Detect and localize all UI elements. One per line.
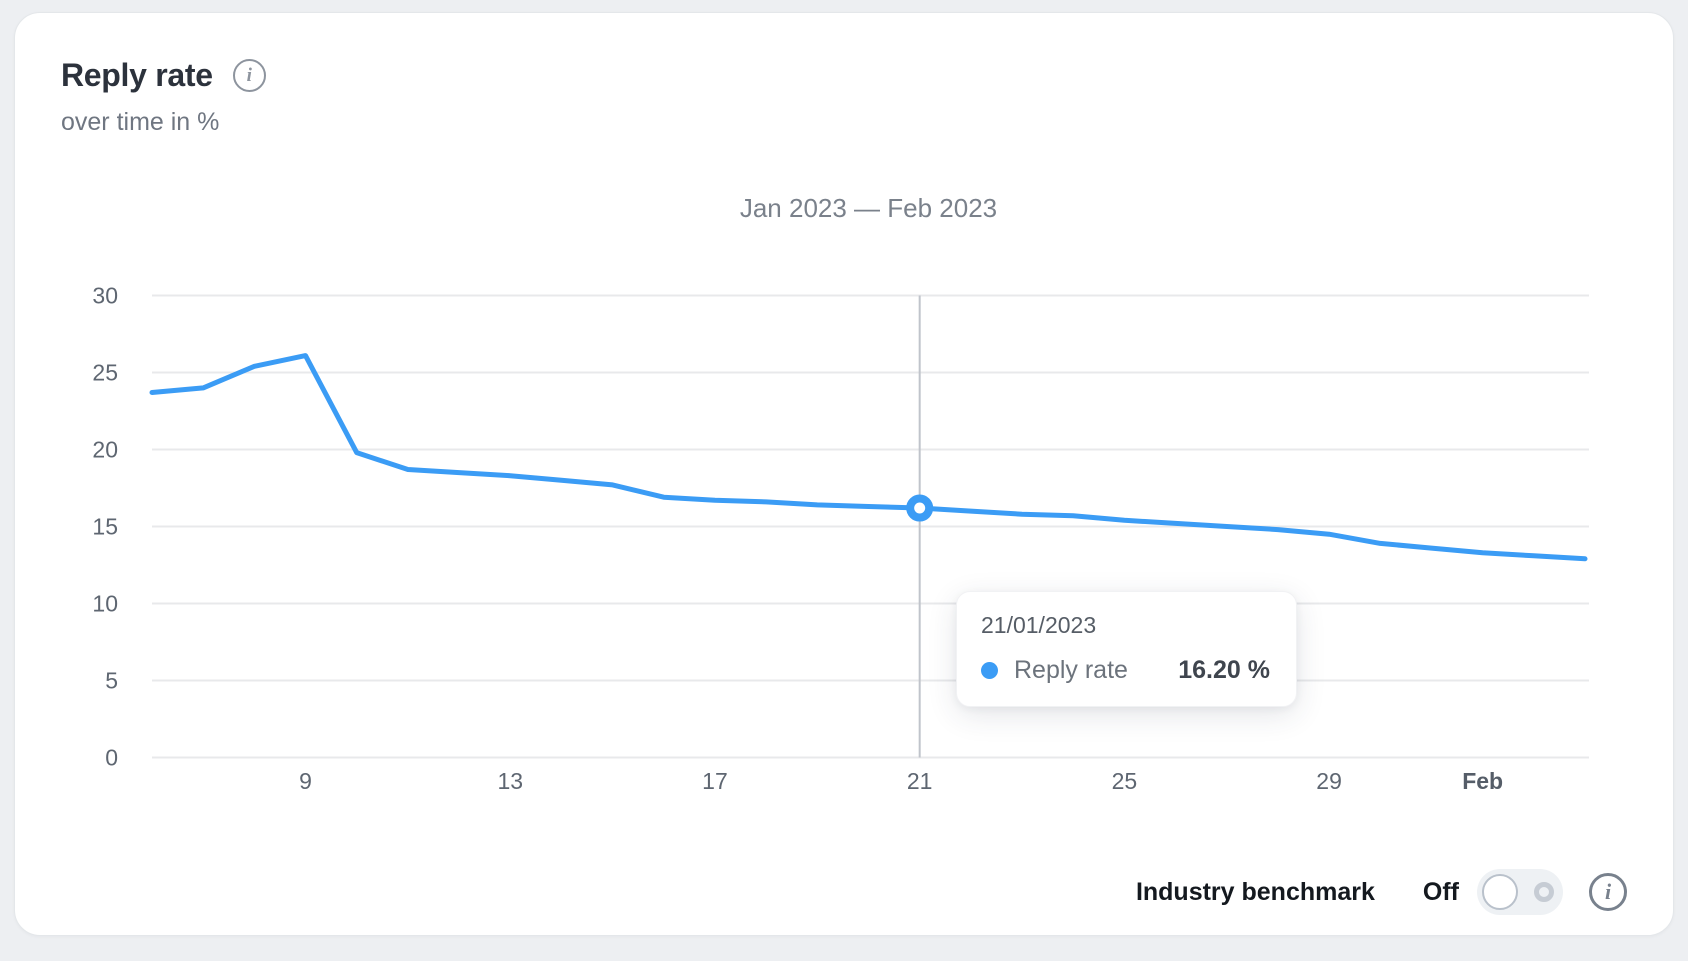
selected-point-marker[interactable]: [906, 494, 934, 522]
y-axis-label: 15: [92, 514, 118, 540]
reply-rate-line: [149, 353, 1588, 562]
y-axis-label: 30: [92, 283, 118, 309]
tooltip-value: 16.20 %: [1178, 656, 1270, 684]
x-axis-label: 29: [1316, 768, 1342, 794]
reply-rate-card: Reply rate i over time in % Jan 2023 — F…: [14, 12, 1674, 936]
tooltip-date: 21/01/2023: [981, 612, 1097, 638]
tooltip-row: Reply rate 16.20 %: [981, 656, 1270, 685]
card-header: Reply rate i over time in %: [61, 57, 266, 137]
series-dot-icon: [981, 662, 998, 679]
toggle-knob[interactable]: [1482, 874, 1518, 910]
y-axis-label: 5: [105, 668, 118, 694]
benchmark-toggle[interactable]: [1477, 869, 1563, 915]
chart-tooltip: 21/01/2023 Reply rate 16.20 %: [956, 591, 1297, 707]
benchmark-state-label: Off: [1422, 877, 1459, 906]
reply-rate-chart: 0 5 10 15 20 25 30 9 13 17 21 25 29 Feb: [92, 283, 1589, 794]
benchmark-row: Industry benchmark Off i: [1136, 869, 1627, 915]
toggle-off-ring-icon: [1534, 882, 1554, 902]
y-axis-label: 0: [105, 745, 118, 771]
x-axis-label: Feb: [1462, 768, 1503, 794]
info-icon[interactable]: i: [232, 59, 266, 92]
x-axis-label: 9: [299, 768, 312, 794]
y-axis-label: 10: [92, 591, 118, 617]
benchmark-info-icon[interactable]: i: [1589, 873, 1627, 911]
card-subtitle: over time in %: [61, 108, 220, 136]
chart-date-range-title: Jan 2023 — Feb 2023: [739, 193, 998, 223]
x-axis-label: 25: [1112, 768, 1138, 794]
y-axis-label: 25: [92, 360, 118, 386]
x-axis-label: 17: [702, 768, 728, 794]
x-axis-label: 13: [497, 768, 523, 794]
tooltip-series-label: Reply rate: [1014, 656, 1128, 684]
y-axis-label: 20: [92, 437, 118, 463]
page-title: Reply rate: [61, 57, 213, 93]
benchmark-label: Industry benchmark: [1135, 877, 1375, 906]
x-axis-label: 21: [907, 768, 933, 794]
